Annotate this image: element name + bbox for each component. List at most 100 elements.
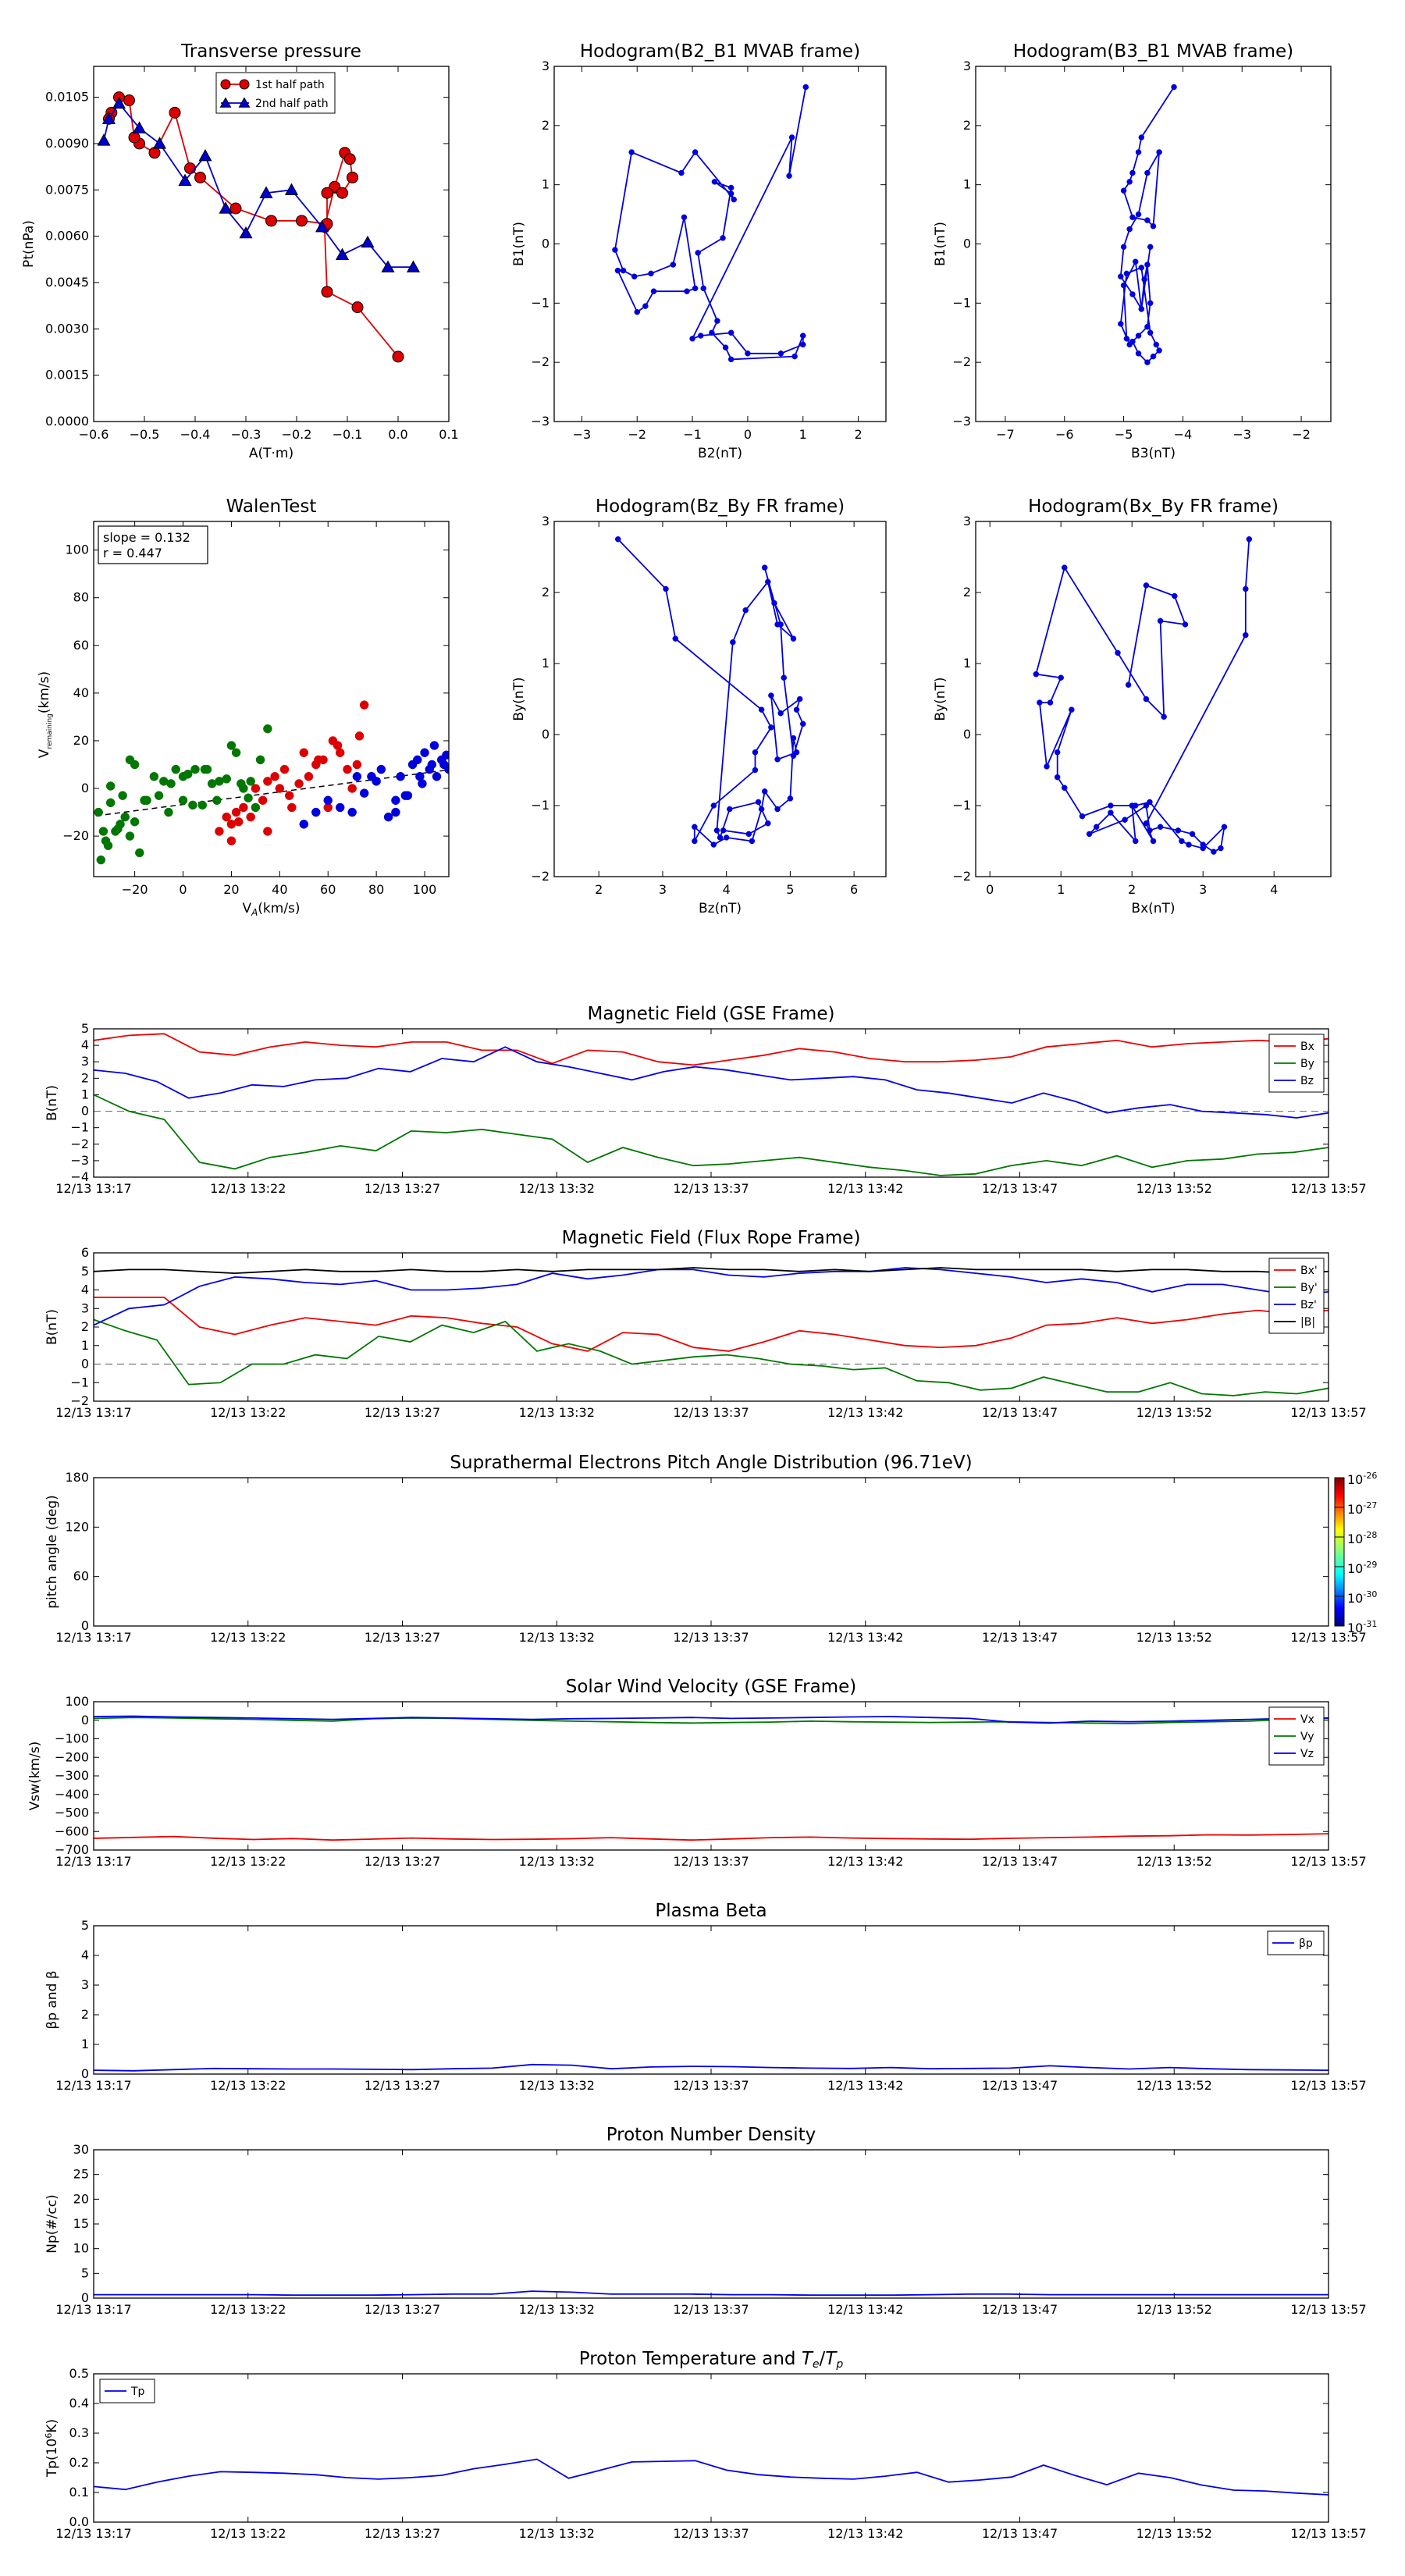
y-tick-label: 20 [73,733,89,748]
data-point [1153,341,1160,348]
data-point [239,79,250,90]
data-point [376,764,386,774]
y-tick-label: 4 [81,1037,89,1052]
y-tick-label: −2 [70,1393,89,1408]
series-line-0 [94,2458,1329,2496]
data-point [791,353,798,360]
x-tick-label: 40 [272,882,287,897]
data-point [727,184,735,191]
data-point [1143,820,1150,827]
data-point [299,820,309,829]
y-axis-label: By(nT) [511,677,527,720]
data-point [1218,845,1224,852]
legend-label: Vy [1300,1731,1314,1743]
data-point [1033,671,1040,678]
y-tick-label: −2 [70,1137,89,1151]
data-point [1135,211,1142,218]
plot-background [94,521,449,877]
data-point [777,710,784,717]
y-tick-label: 3 [963,59,971,73]
data-point [774,621,781,628]
plot-area [94,2458,1329,2496]
y-tick-label: 2 [963,118,971,133]
plot-frame [93,521,450,877]
data-point [1161,713,1167,720]
x-tick-label: 2 [595,882,603,897]
data-point [796,696,803,703]
chart-h2: Hodogram(B3_B1 MVAB frame) −7 −6 −5 −4 −3 −2 −3… [933,41,1332,461]
data-point [1150,353,1157,360]
data-point [710,841,717,848]
data-point [1120,244,1127,251]
data-point [614,536,621,543]
plot-area [94,2063,1329,2072]
chart-title: Magnetic Field (Flux Rope Frame) [562,1228,861,1248]
series-1 [215,700,376,845]
x-tick-label: 12/13 13:32 [519,1405,595,1420]
legend-label: By' [1300,1282,1318,1294]
data-point [311,807,321,817]
x-tick-label: −2 [1292,427,1311,442]
series-line-1 [94,1717,1329,1724]
y-tick-label: 5 [81,1918,89,1933]
y-tick-label: 180 [65,1470,89,1485]
data-point [299,748,309,757]
data-point [244,793,253,802]
data-point [361,235,375,248]
data-point [1108,802,1114,809]
y-tick-label: −2 [952,869,971,884]
y-axis-label: By(nT) [933,677,948,720]
y-axis-label: B1(nT) [511,222,527,266]
y-axis-label: Np(#/cc) [44,2194,60,2253]
chart-title: Hodogram(B2_B1 MVAB frame) [580,41,860,62]
data-point [1133,258,1139,265]
y-tick-label: −700 [55,1842,89,1857]
legend-label: Bx [1300,1041,1314,1053]
x-tick-label: 12/13 13:42 [827,1405,903,1420]
data-point [118,791,127,800]
data-point [347,171,358,183]
data-point [1144,323,1151,330]
x-tick-label: 12/13 13:22 [210,1854,286,1869]
colorbar-tick-label: 10-30 [1347,1589,1377,1606]
data-point [1138,134,1145,141]
data-point [251,784,261,793]
chart-vsw: Solar Wind Velocity (GSE Frame) 12/13 13:… [27,1677,1367,1869]
y-tick-label: −600 [55,1823,89,1838]
y-tick-label: 100 [65,543,89,557]
plot-frame [975,66,1332,422]
y-tick-label: −300 [55,1768,89,1783]
data-point [1129,291,1136,297]
data-point [777,350,784,357]
data-point [700,285,706,292]
y-tick-label: 0.0015 [45,368,89,382]
data-point [1062,564,1068,571]
data-point [128,131,140,144]
x-tick-label: 12/13 13:27 [365,1405,440,1420]
data-point [105,798,116,808]
data-point [97,133,111,146]
chart-title: Suprathermal Electrons Pitch Angle Distr… [450,1453,972,1473]
data-point [742,607,749,614]
y-tick-label: −1 [531,295,550,310]
y-tick-label: 4 [81,1283,89,1297]
y-tick-label: 0.0045 [45,275,89,290]
chart-title: Plasma Beta [655,1901,767,1921]
data-point [1037,699,1043,706]
data-point [246,777,255,786]
chart-title: Transverse pressure [180,41,361,62]
y-tick-label: 40 [73,685,89,700]
data-point [238,97,251,108]
data-point [1157,824,1164,831]
plot-frame [93,1477,1329,1627]
data-point [620,267,627,274]
y-tick-label: −2 [531,354,550,369]
x-tick-label: 12/13 13:57 [1290,1630,1366,1645]
x-tick-label: −20 [122,882,148,897]
data-point [246,812,255,822]
plot-background [94,2374,1329,2522]
legend-label: 2nd half path [255,98,329,110]
y-tick-label: 0 [542,727,550,742]
data-point [294,779,304,788]
